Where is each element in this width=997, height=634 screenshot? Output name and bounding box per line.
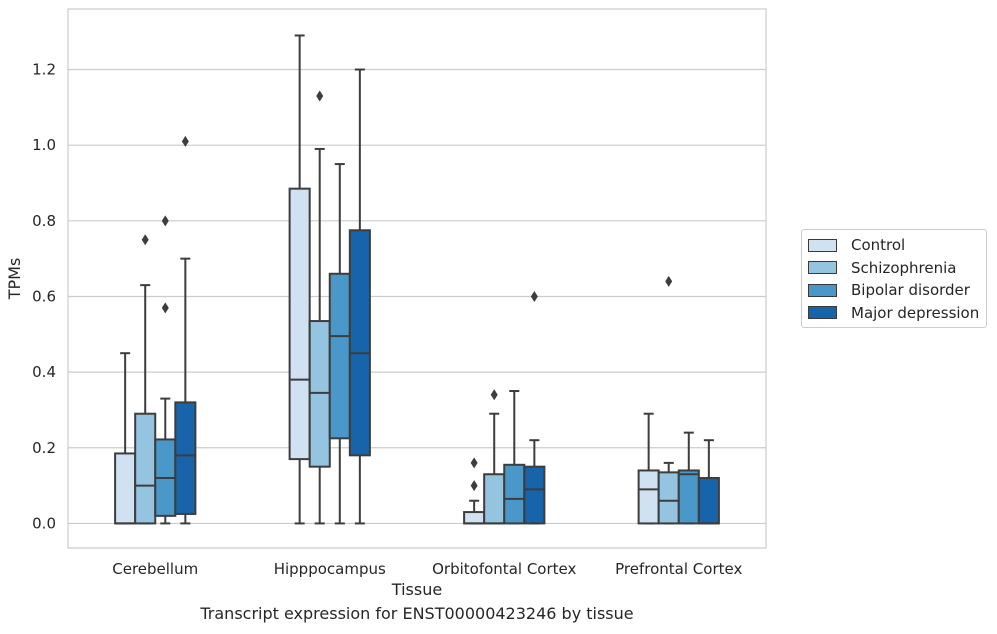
plot-area bbox=[67, 8, 767, 549]
outlier-point bbox=[490, 389, 498, 401]
outlier-point bbox=[141, 234, 149, 246]
box-bipolar-disorder bbox=[677, 431, 700, 525]
x-axis-label: Tissue bbox=[391, 580, 442, 599]
chart-caption: Transcript expression for ENST0000042324… bbox=[200, 604, 634, 623]
legend-item: Major depression bbox=[802, 302, 986, 325]
box-bipolar-disorder bbox=[328, 163, 351, 525]
x-tick-label: Orbitofontal Cortex bbox=[432, 560, 576, 578]
outlier-point bbox=[316, 90, 324, 102]
legend-item: Bipolar disorder bbox=[802, 279, 986, 302]
outlier-point bbox=[470, 457, 478, 469]
y-tick-label: 0.8 bbox=[32, 212, 56, 230]
box-iqr bbox=[114, 452, 137, 525]
legend-label: Schizophrenia bbox=[851, 258, 957, 277]
y-tick-label: 0.4 bbox=[32, 363, 56, 381]
y-tick-label: 0.2 bbox=[32, 439, 56, 457]
box-control bbox=[288, 34, 311, 525]
legend-label: Major depression bbox=[851, 303, 980, 322]
box-major-depression bbox=[348, 68, 371, 525]
outlier-point bbox=[665, 275, 673, 287]
box-schizophrenia bbox=[657, 275, 680, 525]
box-iqr bbox=[637, 469, 660, 525]
box-control bbox=[463, 457, 486, 525]
legend-label: Bipolar disorder bbox=[851, 281, 970, 300]
box-schizophrenia bbox=[483, 389, 506, 525]
box-iqr bbox=[697, 477, 720, 525]
x-tick-label: Cerebellum bbox=[112, 560, 198, 578]
outlier-point bbox=[161, 302, 169, 314]
legend-item: Control bbox=[802, 234, 986, 257]
y-tick-label: 0.0 bbox=[32, 514, 56, 532]
boxes bbox=[114, 34, 720, 525]
box-control bbox=[637, 412, 660, 525]
outlier-point bbox=[470, 480, 478, 492]
y-tick-label: 1.0 bbox=[32, 136, 56, 154]
x-tick-label: Hipppocampus bbox=[274, 560, 386, 578]
box-iqr bbox=[503, 463, 526, 525]
box-iqr bbox=[463, 511, 486, 525]
box-major-depression bbox=[174, 135, 197, 525]
box-iqr bbox=[328, 272, 351, 440]
box-iqr bbox=[174, 401, 197, 515]
box-iqr bbox=[134, 412, 157, 525]
box-schizophrenia bbox=[308, 90, 331, 525]
y-tick-label: 0.6 bbox=[32, 287, 56, 305]
box-bipolar-disorder bbox=[503, 390, 526, 525]
box-bipolar-disorder bbox=[154, 215, 177, 525]
x-tick-label: Prefrontal Cortex bbox=[615, 560, 742, 578]
legend: Control Schizophrenia Bipolar disorder Majo… bbox=[801, 229, 987, 328]
legend-swatch bbox=[808, 283, 837, 297]
outlier-point bbox=[530, 290, 538, 302]
box-iqr bbox=[677, 469, 700, 525]
box-iqr bbox=[657, 471, 680, 525]
box-iqr bbox=[348, 229, 371, 457]
y-axis-label: TPMs bbox=[5, 258, 24, 301]
legend-item: Schizophrenia bbox=[802, 257, 986, 280]
y-tick-label: 1.2 bbox=[32, 61, 56, 79]
box-control bbox=[114, 352, 137, 525]
legend-swatch bbox=[808, 238, 837, 252]
axes: 0.0 0.2 0.4 0.6 0.8 1.0 1.2 Cerebellum Hipppocam… bbox=[5, 61, 742, 599]
box-major-depression bbox=[523, 290, 546, 525]
box-schizophrenia bbox=[134, 234, 157, 525]
legend-swatch bbox=[808, 306, 837, 320]
box-iqr bbox=[288, 187, 311, 461]
box-iqr bbox=[483, 473, 506, 525]
outlier-point bbox=[161, 215, 169, 227]
legend-swatch bbox=[808, 261, 837, 275]
box-major-depression bbox=[697, 439, 720, 525]
box-iqr bbox=[523, 465, 546, 525]
legend-label: Control bbox=[851, 236, 906, 255]
outlier-point bbox=[181, 135, 189, 147]
